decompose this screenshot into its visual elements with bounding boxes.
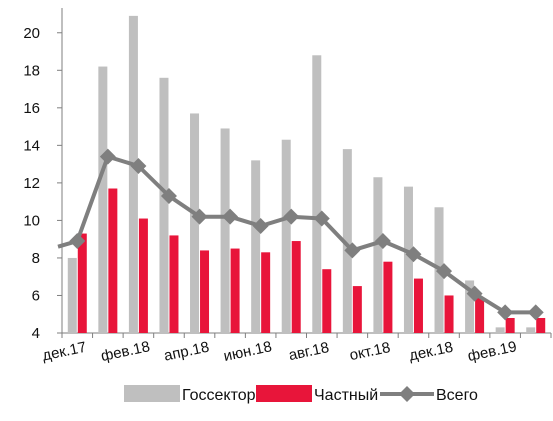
bar-gossektor: [159, 77, 169, 333]
bar-chastny: [444, 295, 454, 333]
bar-chastny: [505, 317, 515, 333]
point-vsego: [252, 218, 269, 235]
bar-chastny: [352, 286, 362, 333]
point-vsego: [497, 304, 514, 321]
legend-label: Частный: [314, 387, 378, 404]
bar-gossektor: [220, 128, 230, 333]
bar-chastny: [108, 188, 118, 333]
y-tick-label: 4: [32, 325, 40, 342]
bar-gossektor: [312, 55, 322, 334]
bar-chastny: [200, 250, 210, 333]
bar-gossektor: [373, 177, 383, 333]
bar-gossektor: [98, 66, 108, 334]
y-tick-label: 20: [23, 25, 40, 42]
bar-chastny: [77, 233, 87, 333]
bar-chastny: [230, 248, 240, 333]
bar-chastny: [138, 218, 148, 333]
point-vsego: [527, 304, 544, 321]
y-tick-label: 16: [23, 100, 40, 117]
bar-chastny: [322, 269, 332, 333]
point-vsego: [466, 285, 483, 302]
point-vsego: [436, 263, 453, 280]
bar-gossektor: [465, 280, 475, 333]
point-vsego: [405, 246, 422, 263]
legend-swatch: [256, 385, 312, 402]
bar-chastny: [475, 297, 485, 333]
bar-gossektor: [190, 113, 200, 333]
x-tick-label: дек.17: [41, 339, 88, 365]
x-tick-label: апр.18: [162, 339, 210, 365]
x-tick-label: авг.18: [287, 339, 330, 364]
legend-diamond-icon: [399, 386, 415, 402]
bar-gossektor: [281, 139, 291, 333]
x-tick-label: июн.18: [222, 338, 273, 365]
legend-label: Всего: [436, 387, 478, 404]
y-tick-label: 14: [23, 137, 40, 154]
point-vsego: [344, 242, 361, 259]
legend-label: Госсектор: [182, 387, 256, 404]
point-vsego: [99, 148, 116, 165]
bar-chastny: [291, 241, 301, 333]
y-tick-label: 8: [32, 250, 40, 267]
bar-gossektor: [251, 160, 261, 333]
bar-gossektor: [67, 257, 77, 333]
x-tick-label: окт.18: [348, 339, 392, 364]
point-vsego: [130, 157, 147, 174]
point-vsego: [313, 210, 330, 227]
y-tick-label: 18: [23, 62, 40, 79]
point-vsego: [160, 188, 177, 205]
bar-chastny: [536, 317, 546, 333]
point-vsego: [69, 233, 86, 250]
legend-swatch: [124, 385, 180, 402]
x-tick-label: фев.19: [466, 338, 518, 365]
y-tick-label: 6: [32, 287, 40, 304]
x-tick-label: дек.18: [408, 339, 455, 365]
y-tick-label: 10: [23, 212, 40, 229]
bar-chastny: [169, 235, 179, 333]
bar-gossektor: [526, 327, 536, 333]
bar-chastny: [261, 252, 271, 333]
point-vsego: [191, 208, 208, 225]
x-tick-label: фев.18: [99, 338, 151, 365]
bar-gossektor: [403, 186, 413, 333]
y-tick-label: 12: [23, 175, 40, 192]
bar-chastny: [383, 261, 393, 333]
point-vsego: [374, 233, 391, 250]
bar-gossektor: [128, 15, 138, 334]
point-vsego: [222, 208, 239, 225]
bar-chastny: [413, 278, 423, 333]
point-vsego: [283, 208, 300, 225]
bar-gossektor: [342, 149, 352, 333]
bar-gossektor: [495, 327, 505, 333]
